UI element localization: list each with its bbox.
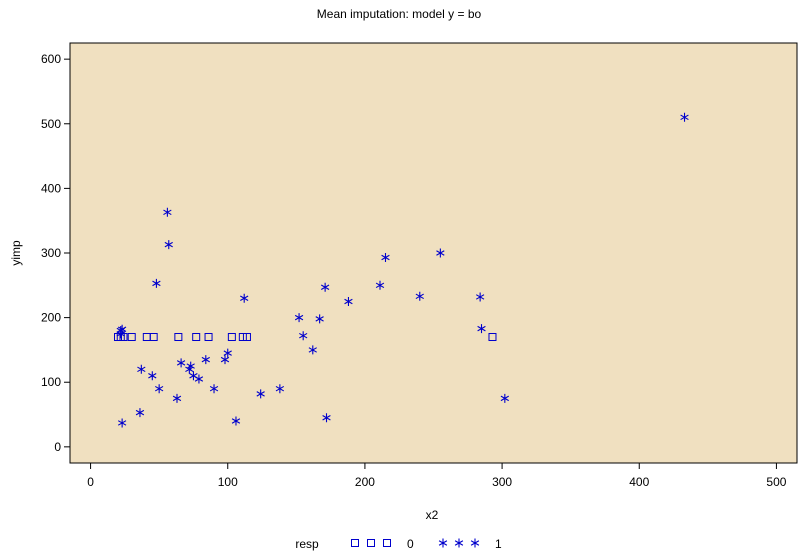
data-point-resp-1 — [231, 416, 241, 426]
data-point-resp-1 — [375, 280, 385, 290]
data-point-resp-1 — [415, 291, 424, 301]
data-point-resp-0 — [192, 333, 201, 341]
data-point-resp-0 — [174, 333, 183, 341]
data-point-resp-1 — [154, 384, 164, 394]
x-axis-title: x2 — [426, 508, 439, 522]
legend-marker-square — [383, 539, 391, 547]
y-tick-label: 100 — [41, 375, 61, 389]
data-point-resp-1 — [135, 408, 145, 418]
legend-title: resp — [295, 537, 319, 551]
data-point-resp-1 — [344, 296, 353, 306]
data-point-resp-1 — [148, 371, 157, 381]
data-point-resp-1 — [164, 240, 173, 250]
data-point-resp-1 — [209, 384, 219, 394]
data-point-resp-1 — [294, 313, 304, 323]
data-point-resp-1 — [240, 293, 249, 303]
x-tick-label: 500 — [766, 475, 786, 489]
y-axis: 0 100 200 300 400 500 600 — [41, 52, 70, 454]
data-point-resp-1 — [381, 253, 390, 263]
legend-marker-asterisk — [438, 538, 448, 548]
x-tick-label: 100 — [218, 475, 238, 489]
data-point-resp-1 — [186, 361, 195, 371]
data-point-resp-1 — [299, 331, 308, 341]
x-tick-label: 300 — [492, 475, 512, 489]
data-point-resp-1 — [475, 292, 485, 302]
x-tick-label: 200 — [355, 475, 375, 489]
data-point-resp-1 — [680, 112, 689, 122]
data-point-resp-1 — [116, 329, 125, 339]
x-tick-label: 0 — [87, 475, 94, 489]
legend-marker-square — [351, 539, 359, 547]
legend-label: 0 — [407, 537, 414, 551]
data-point-resp-0 — [149, 333, 158, 341]
chart-title: Mean imputation: model y = bo — [317, 7, 482, 21]
data-point-resp-1 — [117, 324, 127, 334]
data-point-resp-1 — [220, 355, 230, 365]
y-axis-title: yimp — [9, 240, 23, 266]
legend-marker-square — [367, 539, 375, 547]
data-point-resp-0 — [242, 333, 251, 341]
data-point-resp-1 — [308, 345, 317, 355]
data-point-resp-0 — [227, 333, 236, 341]
data-point-resp-1 — [275, 384, 285, 394]
data-point-resp-1 — [152, 278, 161, 288]
data-point-resp-1 — [256, 389, 265, 399]
data-point-resp-1 — [320, 282, 330, 292]
data-point-resp-1 — [163, 207, 172, 217]
y-tick-label: 300 — [41, 246, 61, 260]
data-point-resp-1 — [172, 393, 182, 403]
data-point-resp-1 — [194, 374, 204, 384]
legend-label: 1 — [495, 537, 502, 551]
data-point-resp-1 — [315, 314, 324, 324]
data-point-resp-1 — [117, 418, 127, 428]
x-axis: 0 100 200 300 400 500 — [87, 463, 787, 489]
legend-entry-1: 1 — [438, 537, 502, 551]
y-tick-label: 600 — [41, 52, 61, 66]
x-tick-label: 400 — [629, 475, 649, 489]
data-point-resp-0 — [488, 333, 497, 341]
y-tick-label: 400 — [41, 181, 61, 195]
data-point-resp-1 — [322, 413, 331, 423]
y-tick-label: 200 — [41, 311, 61, 325]
legend-marker-asterisk — [470, 538, 480, 548]
data-point-resp-0 — [119, 333, 128, 341]
legend-entry-0: 0 — [351, 537, 414, 551]
data-point-resp-1 — [223, 348, 232, 358]
data-point-resp-0 — [127, 333, 136, 341]
y-tick-label: 0 — [54, 440, 61, 454]
data-point-resp-1 — [477, 324, 486, 334]
data-point-resp-1 — [201, 355, 210, 365]
plot-area — [69, 42, 798, 464]
data-point-resp-1 — [176, 358, 186, 368]
legend-marker-asterisk — [454, 538, 464, 548]
data-point-resp-0 — [204, 333, 213, 341]
y-tick-label: 500 — [41, 117, 61, 131]
data-point-resp-0 — [238, 333, 247, 341]
data-point-resp-1 — [436, 248, 445, 258]
data-point-resp-1 — [500, 393, 510, 403]
data-points — [114, 112, 689, 428]
data-point-resp-1 — [137, 364, 146, 374]
